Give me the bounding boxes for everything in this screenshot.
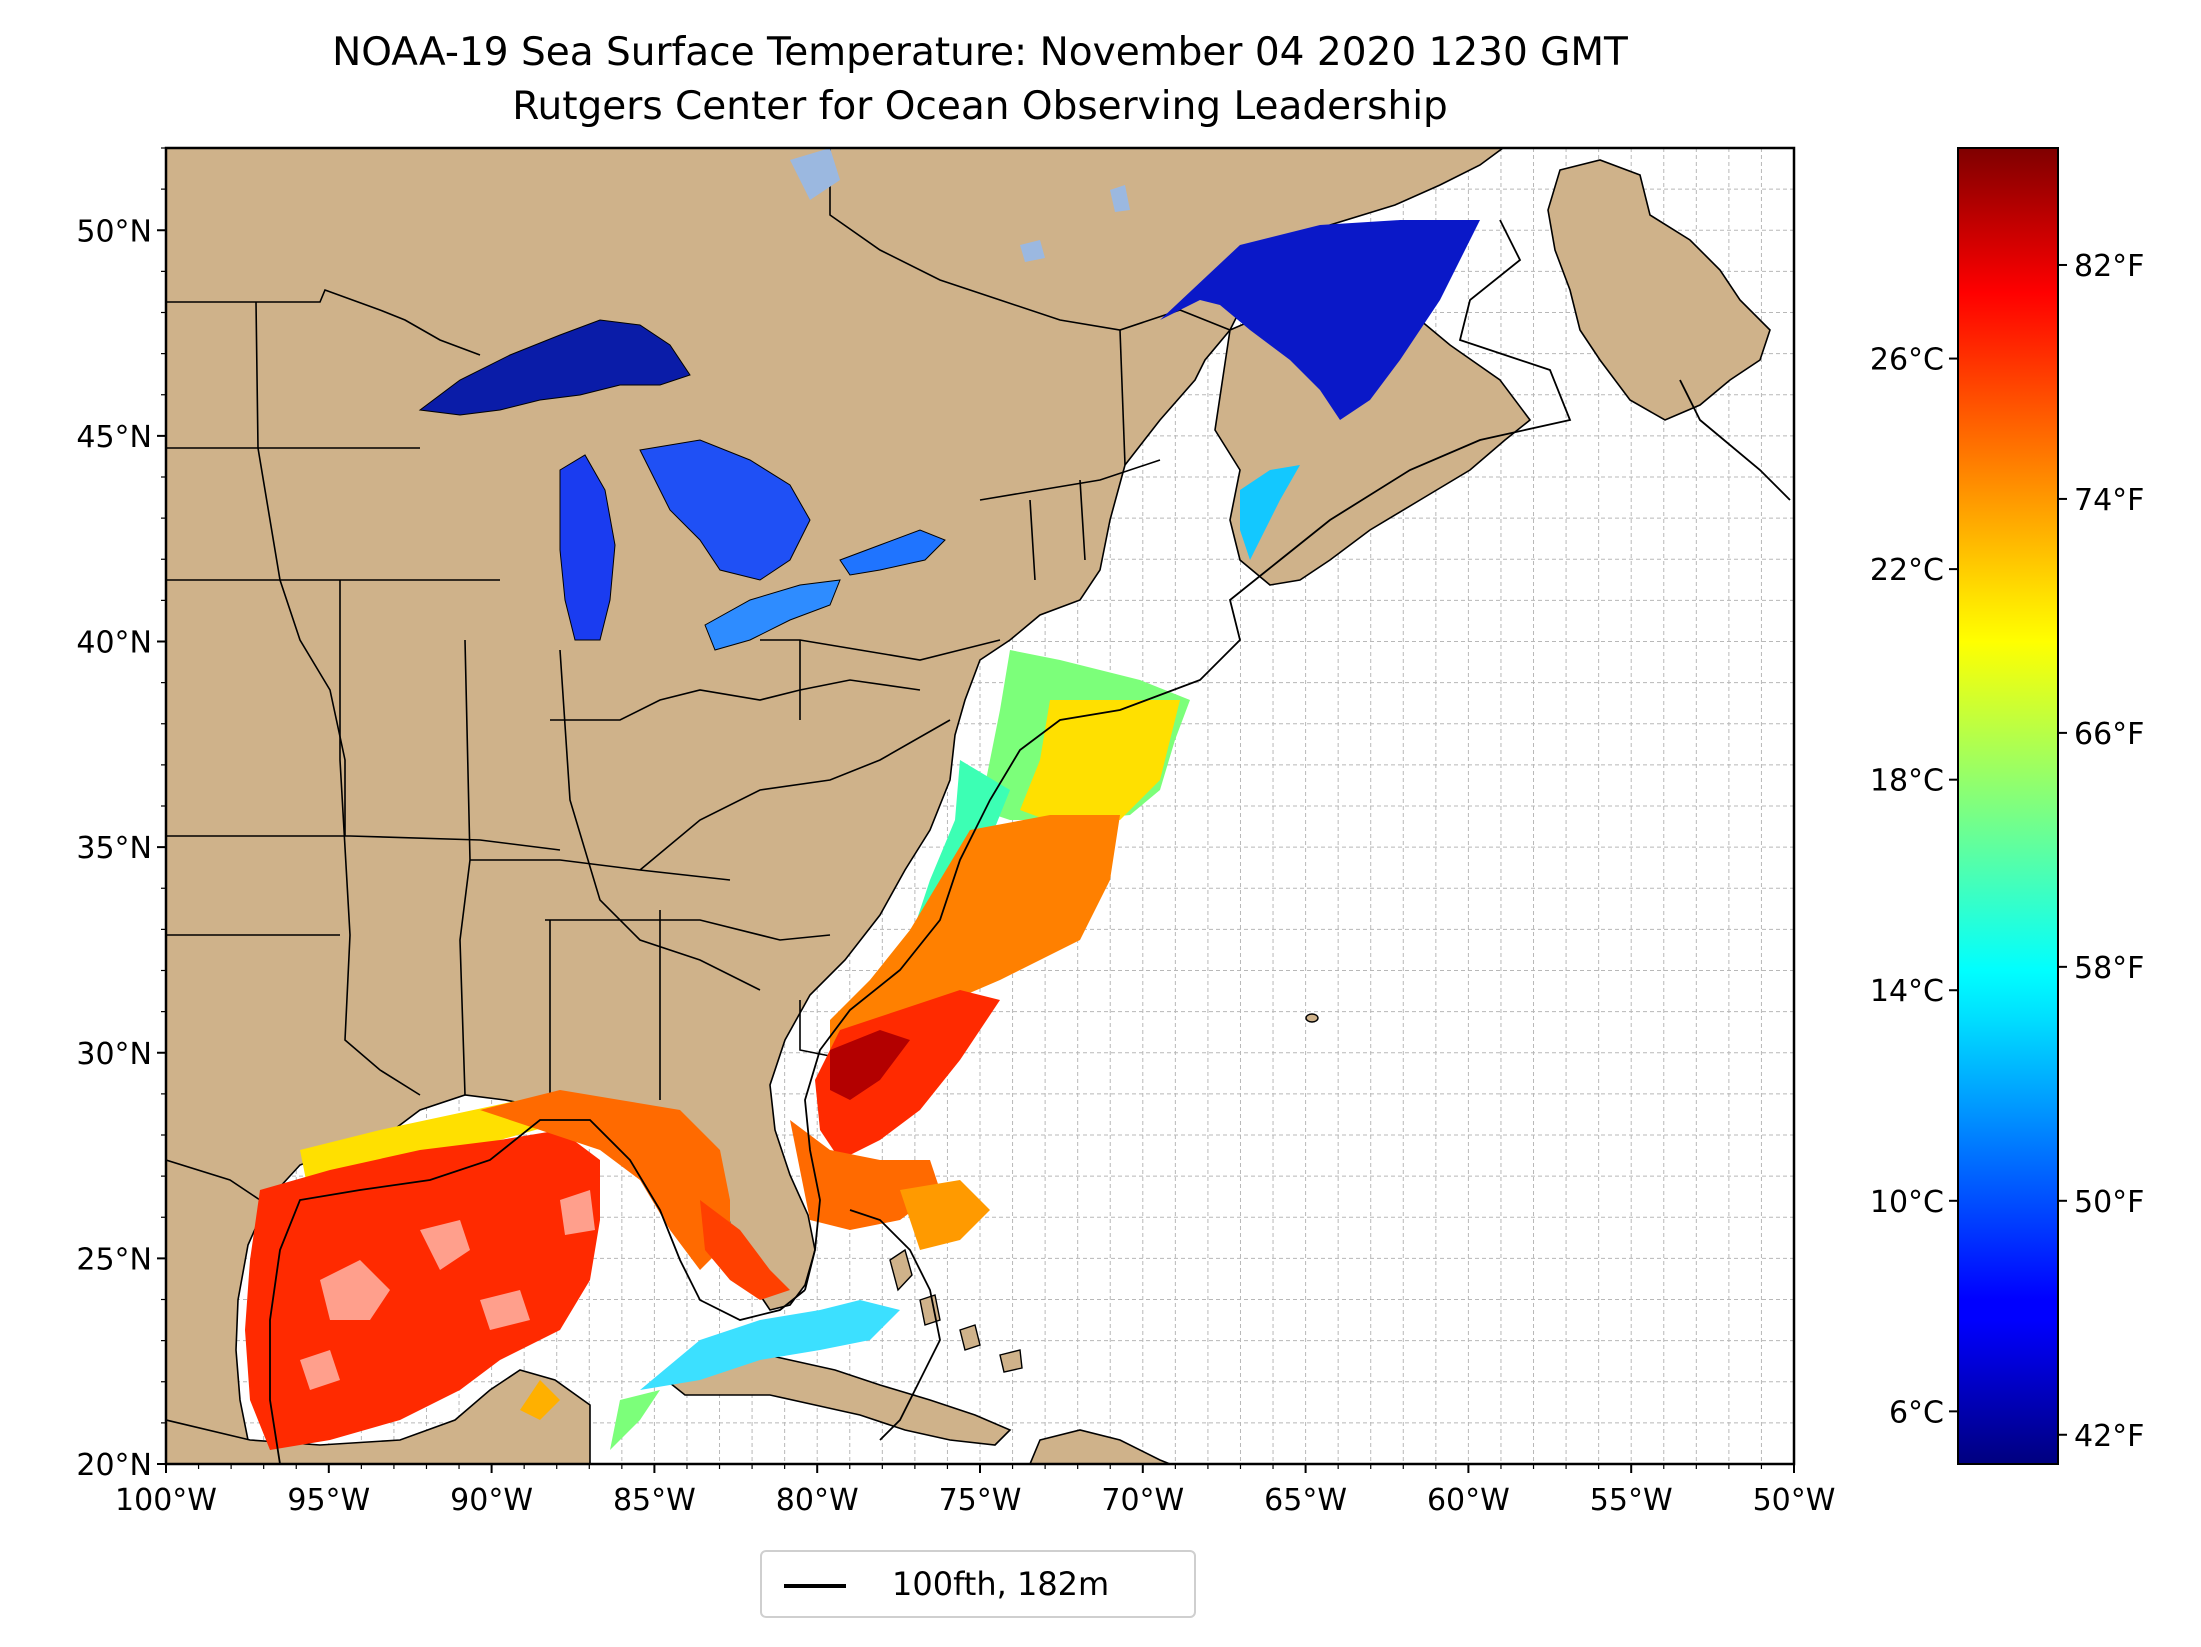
colorbar-celsius-label: 14°C [1870, 974, 1944, 1009]
lat-tick-label: 40°N [76, 626, 152, 661]
legend-isobath-label: 100fth, 182m [892, 1565, 1110, 1603]
northumberland-strait [1240, 465, 1300, 560]
colorbar-celsius-label: 18°C [1870, 764, 1944, 799]
great-lakes-sst [418, 148, 1480, 651]
colorbar-fahrenheit-label: 74°F [2074, 483, 2144, 518]
lat-tick-label: 20°N [76, 1448, 152, 1483]
lon-tick-label: 100°W [115, 1483, 217, 1518]
figure-title: NOAA-19 Sea Surface Temperature: Novembe… [332, 30, 1628, 75]
isobath-100fth [269, 219, 1791, 1464]
lon-tick-label: 55°W [1590, 1483, 1673, 1518]
lon-tick-label: 75°W [939, 1483, 1022, 1518]
colorbar-fahrenheit-label: 42°F [2074, 1419, 2144, 1454]
lat-tick-label: 45°N [76, 420, 152, 455]
lat-tick-label: 35°N [76, 831, 152, 866]
land-cuba [658, 1349, 1012, 1446]
lat-tick-label: 25°N [76, 1242, 152, 1277]
lon-tick-label: 95°W [287, 1483, 370, 1518]
lon-tick-label: 70°W [1101, 1483, 1184, 1518]
colorbar-fahrenheit-label: 82°F [2074, 249, 2144, 284]
colorbar-celsius-label: 6°C [1889, 1395, 1944, 1430]
lat-tick-label: 30°N [76, 1037, 152, 1072]
gulf-sst [245, 1090, 790, 1450]
colorbar-fahrenheit-axis: 42°F 50°F 58°F 66°F 74°F 82°F [2058, 249, 2144, 1454]
lon-tick-label: 60°W [1427, 1483, 1510, 1518]
lake-michigan [559, 454, 616, 641]
atlantic-sst-swath [610, 650, 1190, 1450]
lake-huron [639, 439, 811, 581]
land-bermuda [1305, 1013, 1319, 1023]
lake-erie [704, 579, 841, 651]
st-lawrence-gulf [1160, 220, 1480, 420]
colorbar-celsius-label: 10°C [1870, 1185, 1944, 1220]
lake-ontario [839, 529, 946, 576]
colorbar-fahrenheit-label: 50°F [2074, 1185, 2144, 1220]
land-hispaniola [1029, 1429, 1171, 1464]
lon-tick-label: 85°W [613, 1483, 696, 1518]
colorbar-celsius-label: 22°C [1870, 553, 1944, 588]
lon-tick-label: 50°W [1753, 1483, 1836, 1518]
lake-superior [418, 319, 691, 416]
latitude-axis: 20°N 25°N 30°N 35°N 40°N 45°N 50°N [76, 147, 166, 1483]
inland-lakes [790, 148, 1130, 262]
lat-tick-label: 50°N [76, 214, 152, 249]
land-bahamas [889, 1248, 1023, 1373]
land-yucatan [166, 1369, 591, 1464]
political-borders [166, 148, 1231, 1201]
figure-subtitle: Rutgers Center for Ocean Observing Leade… [512, 84, 1448, 129]
longitude-axis: 100°W 95°W 90°W 85°W 80°W 75°W 70°W 65°W 60°W 55°… [115, 1464, 1835, 1518]
colorbar-fahrenheit-label: 58°F [2074, 951, 2144, 986]
land-newfoundland [1547, 159, 1771, 421]
lon-tick-label: 80°W [776, 1483, 859, 1518]
legend-isobath-swatch [784, 1584, 846, 1588]
legend: 100fth, 182m [760, 1550, 1196, 1618]
lon-tick-label: 90°W [450, 1483, 533, 1518]
colorbar [1957, 147, 2059, 1465]
colorbar-celsius-axis: 6°C 10°C 14°C 18°C 22°C 26°C [1870, 343, 1958, 1430]
colorbar-fahrenheit-label: 66°F [2074, 717, 2144, 752]
map-area [166, 148, 1794, 1464]
colorbar-celsius-label: 26°C [1870, 343, 1944, 378]
lon-tick-label: 65°W [1264, 1483, 1347, 1518]
